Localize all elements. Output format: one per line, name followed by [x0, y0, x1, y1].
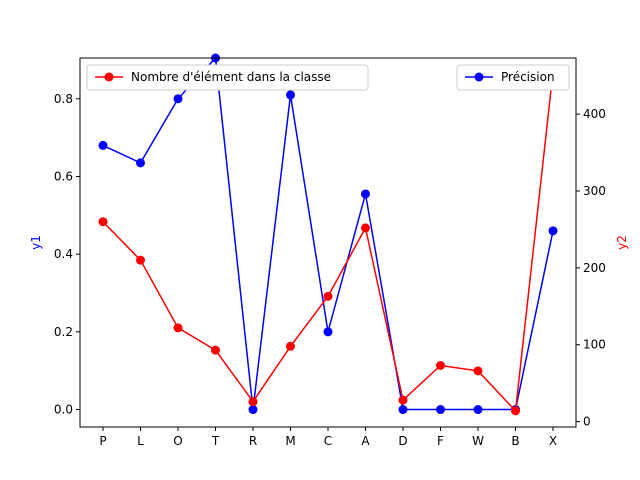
precision-point-A — [361, 189, 370, 199]
precision-point-D — [398, 405, 408, 415]
x-tick-label-F: F — [437, 434, 444, 448]
x-tick-label-W: W — [472, 434, 484, 448]
count-point-W — [473, 366, 483, 376]
count-point-T — [211, 345, 220, 355]
legend-right-label: Précision — [501, 70, 555, 84]
legend-right-box — [456, 64, 570, 91]
precision-point-L — [136, 158, 145, 168]
plot-area — [80, 58, 576, 427]
left-axis-title: y1 — [29, 235, 43, 250]
count-point-R — [248, 397, 258, 407]
x-tick-label-L: L — [137, 434, 144, 448]
x-tick-label-B: B — [511, 434, 519, 448]
x-tick-label-O: O — [173, 434, 182, 448]
left-tick-label: 0.4 — [54, 247, 73, 261]
legend-right: Précision — [456, 64, 570, 91]
legend-left-label: Nombre d'élément dans la classe — [131, 70, 331, 84]
right-tick-label: 100 — [583, 338, 606, 352]
precision-point-P — [98, 140, 108, 150]
right-axis-title: y2 — [615, 235, 629, 250]
count-point-O — [173, 323, 183, 333]
legend-left-box — [86, 64, 369, 91]
precision-point-X — [548, 226, 558, 236]
left-tick-label: 0.2 — [54, 325, 73, 339]
x-tick-label-T: T — [211, 434, 220, 448]
right-y-axis: 0 100 200 300 400 — [576, 107, 606, 429]
x-tick-label-C: C — [324, 434, 332, 448]
right-tick-label: 300 — [583, 184, 606, 198]
count-point-B — [511, 406, 520, 416]
x-tick-label-X: X — [549, 434, 557, 448]
precision-point-F — [436, 405, 445, 415]
precision-point-O — [173, 94, 183, 104]
left-tick-label: 0.8 — [54, 92, 73, 106]
precision-point-R — [248, 405, 258, 415]
count-point-D — [398, 395, 408, 405]
precision-point-M — [286, 90, 295, 100]
precision-point-W — [473, 405, 483, 415]
legend-left: Nombre d'élément dans la classe — [86, 64, 369, 91]
series-layer — [98, 53, 558, 416]
count-point-C — [323, 291, 333, 301]
count-point-M — [286, 341, 295, 351]
left-tick-label: 0.6 — [54, 169, 73, 183]
legend-right-marker — [474, 72, 484, 82]
x-tick-label-M: M — [285, 434, 295, 448]
x-tick-label-P: P — [99, 434, 106, 448]
x-tick-label-R: R — [249, 434, 257, 448]
count-point-P — [98, 217, 108, 227]
right-tick-label: 0 — [583, 415, 591, 429]
right-tick-label: 200 — [583, 261, 606, 275]
x-tick-label-A: A — [361, 434, 370, 448]
count-point-F — [436, 361, 445, 370]
legend-left-marker — [104, 72, 114, 82]
count-point-L — [136, 255, 145, 265]
left-y-axis: 0.0 0.2 0.4 0.6 0.8 — [54, 92, 80, 417]
x-tick-label-D: D — [398, 434, 407, 448]
right-tick-label: 400 — [583, 107, 606, 121]
count-point-A — [361, 223, 370, 233]
left-tick-label: 0.0 — [54, 403, 73, 417]
precision-point-C — [323, 327, 333, 337]
